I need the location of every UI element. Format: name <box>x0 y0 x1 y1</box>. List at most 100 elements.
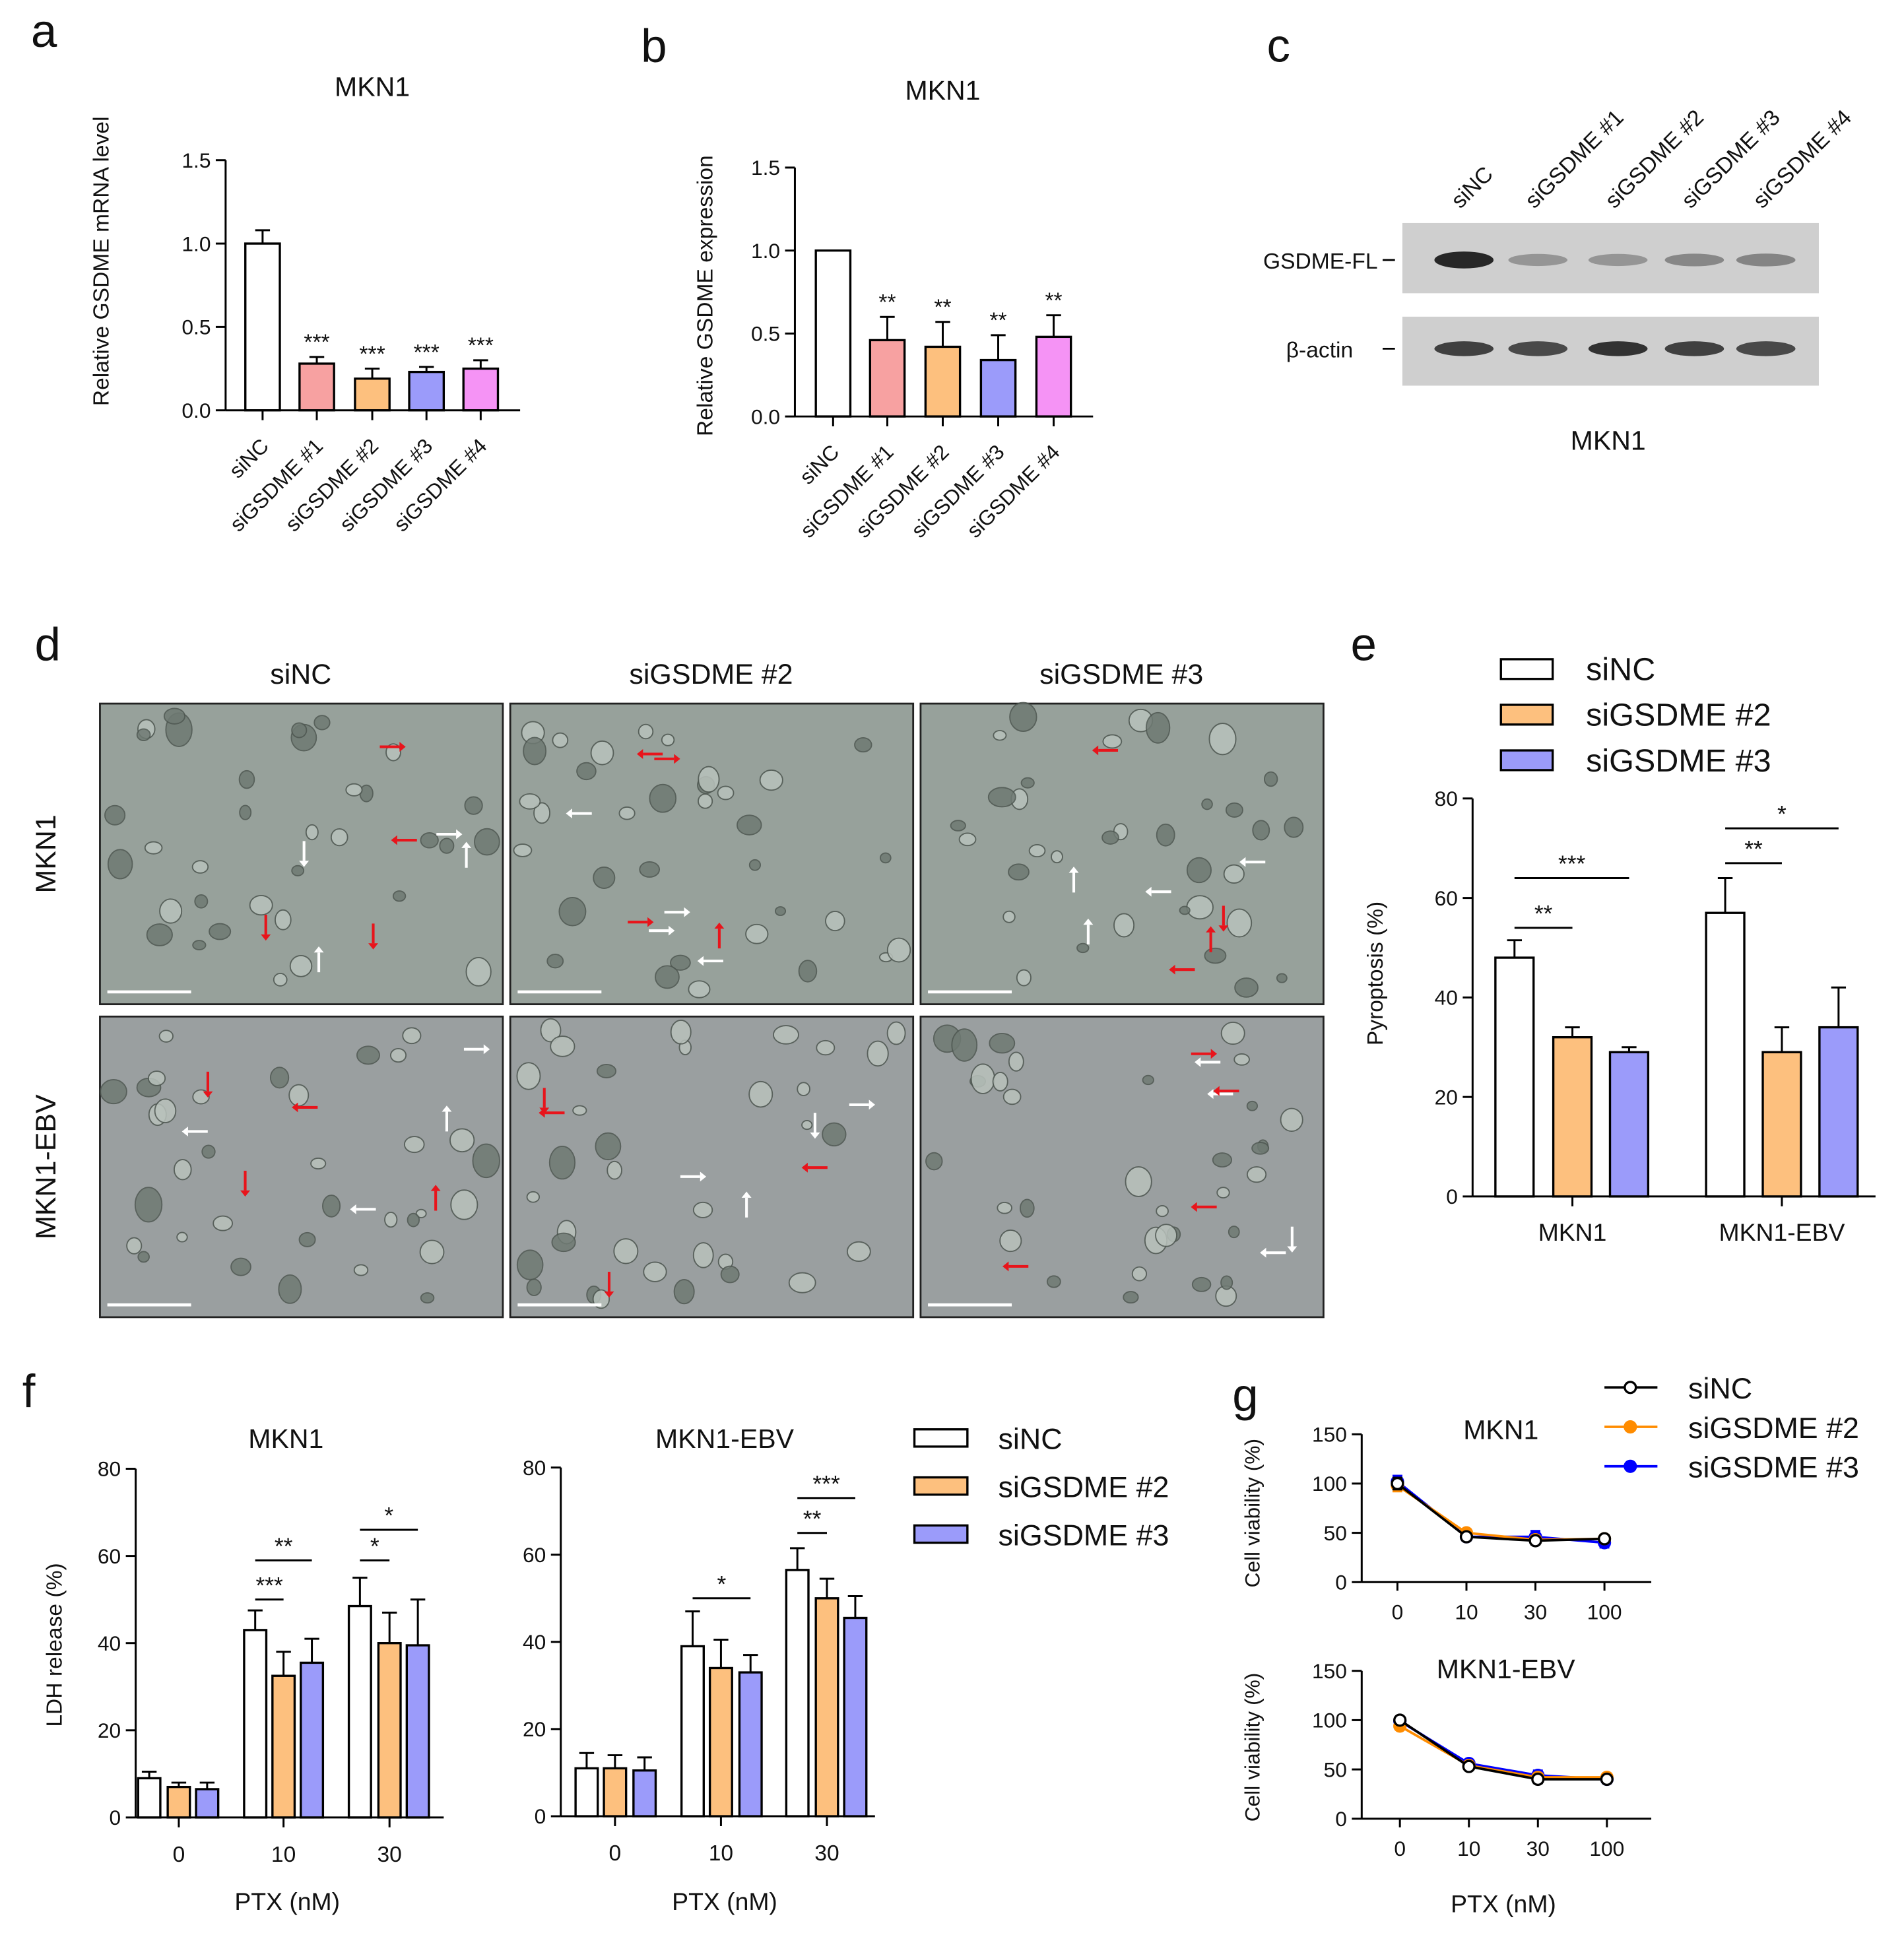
cell <box>649 783 677 813</box>
cell <box>1046 1275 1061 1288</box>
cell <box>305 824 319 841</box>
arrow-head-icon <box>604 1291 614 1298</box>
cell <box>576 762 597 781</box>
arrow-head-icon <box>181 1127 188 1136</box>
cell <box>345 783 363 797</box>
y-tick-label: 60 <box>523 1543 546 1567</box>
arrow-head-icon <box>1213 1086 1220 1096</box>
cell <box>692 1242 714 1268</box>
bar <box>738 1671 763 1818</box>
cell <box>420 832 439 849</box>
cell <box>992 1071 1008 1092</box>
cell <box>958 832 977 847</box>
cell <box>673 1278 695 1305</box>
bar <box>1705 911 1746 1198</box>
bar <box>708 1666 733 1818</box>
cell <box>688 980 711 999</box>
cell <box>698 766 720 793</box>
cell <box>1251 1142 1270 1155</box>
cell <box>191 860 209 874</box>
cell <box>1186 857 1212 884</box>
cell <box>745 923 769 944</box>
x-tick-label: 10 <box>1457 1837 1480 1860</box>
y-tick-label: 150 <box>1312 1422 1347 1446</box>
series-line <box>1396 1484 1605 1541</box>
cell <box>1228 1226 1240 1239</box>
cell <box>516 1249 544 1280</box>
micrograph-image <box>99 702 504 1006</box>
protein-band <box>1508 341 1568 356</box>
bar <box>195 1788 220 1819</box>
cell <box>692 1201 713 1218</box>
arrow-head-icon <box>539 1107 545 1118</box>
protein-band <box>1664 253 1724 267</box>
bar <box>574 1767 599 1818</box>
arrow-head-icon <box>430 1185 441 1191</box>
chart-title: MKN1-EBV <box>655 1424 795 1454</box>
cell <box>717 785 735 801</box>
cell <box>526 1278 542 1296</box>
cell <box>1263 771 1278 787</box>
significance-label: *** <box>359 342 385 366</box>
significance-label: ** <box>275 1533 293 1559</box>
y-tick-label: 0 <box>1446 1185 1458 1208</box>
x-tick-label: siNC <box>224 434 273 482</box>
significance-label: ** <box>1744 836 1763 863</box>
cell <box>1156 823 1175 847</box>
significance-label: * <box>370 1533 379 1559</box>
cell <box>389 1047 407 1063</box>
arrow-head-icon <box>741 1191 752 1198</box>
chart-title: MKN1 <box>248 1424 323 1454</box>
cell <box>209 923 232 940</box>
bar <box>354 378 391 412</box>
y-tick-label: 40 <box>1435 986 1458 1010</box>
bar <box>408 370 445 412</box>
cell <box>239 804 252 820</box>
y-tick-label: 80 <box>98 1457 121 1481</box>
arrow-head-icon <box>869 1100 875 1110</box>
y-axis-label: LDH release (%) <box>43 1563 67 1726</box>
cell <box>1186 895 1214 920</box>
cell <box>136 728 151 742</box>
y-tick-label: 20 <box>98 1719 121 1742</box>
y-tick-label: 60 <box>98 1544 121 1568</box>
legend-swatch <box>913 1524 969 1544</box>
cell <box>465 956 492 987</box>
cell <box>1284 816 1304 838</box>
cell <box>546 954 564 969</box>
cell <box>472 1143 500 1179</box>
significance-label: *** <box>468 334 494 358</box>
micrograph-image <box>99 1015 504 1319</box>
cell <box>310 1157 327 1170</box>
arrow-head-icon <box>1191 1202 1197 1212</box>
bar <box>244 242 281 412</box>
y-tick-label: 1.5 <box>751 156 780 180</box>
y-axis-label: Pyroptosis (%) <box>1363 902 1388 1045</box>
bar <box>298 362 335 412</box>
legend-swatch <box>1499 749 1554 772</box>
cell <box>867 1040 889 1067</box>
cell <box>661 733 675 746</box>
cell <box>154 1098 177 1123</box>
legend-label: siGSDME #3 <box>1688 1451 1859 1484</box>
arrow-head-icon <box>566 808 572 819</box>
arrow-head-icon <box>674 754 680 764</box>
cell <box>100 1079 127 1105</box>
legend-swatch <box>913 1476 969 1496</box>
cell <box>273 973 288 987</box>
cell <box>201 1144 216 1159</box>
legend-label: siNC <box>999 1423 1063 1456</box>
protein-band <box>1588 253 1648 267</box>
y-tick-label: 20 <box>1435 1085 1458 1109</box>
significance-label: ** <box>989 309 1006 333</box>
cell <box>607 1160 622 1180</box>
legend-marker <box>1624 1381 1637 1395</box>
cell <box>464 796 483 815</box>
arrow-head-icon <box>700 1171 707 1182</box>
cell <box>1246 1166 1267 1183</box>
micrograph-column-label: siGSDME #3 <box>1039 659 1203 690</box>
cell <box>1101 830 1119 845</box>
arrow-head-icon <box>461 841 472 848</box>
panel-letter-b: b <box>641 20 667 72</box>
y-tick-label: 1.0 <box>181 232 211 255</box>
